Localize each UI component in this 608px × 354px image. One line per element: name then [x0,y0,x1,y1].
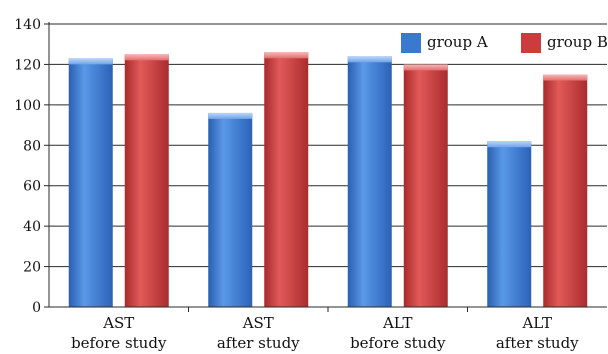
bars [68,52,588,308]
x-tick-label: before study [350,334,446,352]
bar-group-a [347,56,392,307]
bar-cap [208,112,253,119]
bar-group-a [487,141,532,307]
x-tick-label: ALT [521,314,552,332]
y-tick-label: 100 [14,98,41,114]
axes: 0 20 40 60 80 100 120 140 AST before study AST afte… [14,17,607,352]
x-tick-label: after study [496,334,579,352]
x-tick-label: AST [242,314,274,332]
bar-group-a [208,112,253,307]
y-tick-label: 80 [23,138,41,154]
bar-cap [543,74,588,81]
y-tick-label: 40 [23,219,41,235]
legend: group A group B [401,33,608,53]
x-tick-label: AST [102,314,134,332]
x-tick-label: after study [217,334,300,352]
y-tick-label: 20 [23,260,41,276]
y-tick-label: 120 [14,57,41,73]
bar-group-a [68,58,113,307]
bar-group-b [264,52,309,307]
x-tick-label: ALT [382,314,413,332]
legend-label: group B [547,33,608,51]
bar-cap [487,141,532,148]
legend-swatch-group-b [521,33,541,53]
bar-group-b [403,64,448,307]
legend-label: group A [427,33,488,51]
bar-cap [264,52,309,59]
x-tick-label: before study [71,334,167,352]
bar-cap [347,56,392,63]
bar-cap [403,64,448,71]
legend-swatch-group-a [401,33,421,53]
bar-group-b [543,74,588,308]
y-tick-label: 140 [14,17,41,33]
y-tick-label: 0 [32,300,41,316]
y-tick-label: 60 [23,179,41,195]
bar-cap [124,54,169,61]
bar-cap [68,58,113,65]
bar-group-b [124,54,169,308]
